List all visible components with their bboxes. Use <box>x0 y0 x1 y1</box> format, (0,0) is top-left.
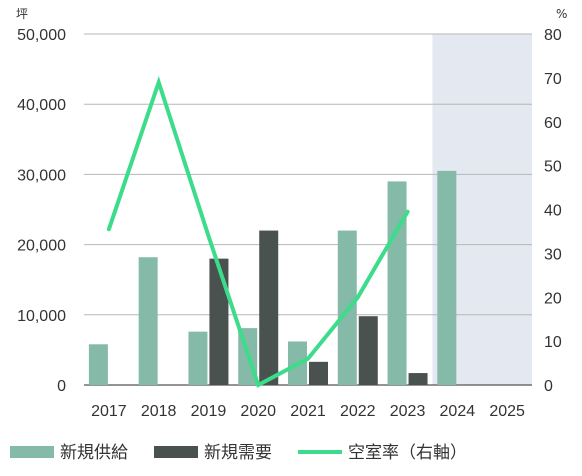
bar-supply <box>387 181 407 385</box>
bar-demand <box>408 373 428 385</box>
x-tick-label: 2022 <box>340 403 376 420</box>
right-tick-label: 10 <box>544 334 562 351</box>
bar-supply <box>188 331 208 385</box>
left-tick-label: 20,000 <box>17 238 66 255</box>
right-tick-label: 20 <box>544 290 562 307</box>
right-tick-label: 0 <box>544 378 553 395</box>
right-tick-label: 30 <box>544 246 562 263</box>
legend-swatch-1 <box>154 446 198 458</box>
bar-supply <box>88 344 108 385</box>
left-tick-label: 50,000 <box>17 27 66 44</box>
x-tick-label: 2023 <box>390 403 426 420</box>
right-axis-unit: % <box>556 7 567 21</box>
vacancy-rate-point <box>306 357 310 361</box>
right-tick-label: 40 <box>544 203 562 220</box>
vacancy-rate-point <box>206 234 210 238</box>
vacancy-rate-point <box>107 227 111 231</box>
left-tick-label: 10,000 <box>17 308 66 325</box>
bar-demand <box>209 258 229 385</box>
left-tick-label: 0 <box>57 378 66 395</box>
bar-demand <box>358 316 378 385</box>
legend-label-1: 新規需要 <box>204 443 272 463</box>
bar-supply <box>437 170 457 385</box>
bar-supply <box>138 257 158 385</box>
bar-layer <box>88 170 457 385</box>
right-tick-label: 70 <box>544 71 562 88</box>
x-tick-label: 2024 <box>440 403 476 420</box>
vacancy-rate-point <box>256 383 260 387</box>
vacancy-rate-point <box>356 295 360 299</box>
x-tick-label: 2021 <box>290 403 326 420</box>
x-tick-label: 2020 <box>240 403 276 420</box>
right-tick-label: 80 <box>544 27 562 44</box>
x-tick-label: 2025 <box>489 403 525 420</box>
x-tick-label: 2017 <box>91 403 127 420</box>
left-axis-unit: 坪 <box>16 7 28 21</box>
right-tick-label: 60 <box>544 115 562 132</box>
vacancy-rate-point <box>157 80 161 84</box>
legend-swatch-0 <box>10 446 54 458</box>
legend-label-0: 新規供給 <box>60 443 128 463</box>
x-tick-label: 2019 <box>191 403 227 420</box>
bar-demand <box>259 230 279 385</box>
line-layer <box>106 75 410 388</box>
legend: 新規供給 新規需要 空室率（右軸） <box>10 443 467 463</box>
vacancy-rate-point <box>406 210 410 214</box>
legend-label-2: 空室率（右軸） <box>348 443 467 463</box>
x-tick-label: 2018 <box>141 403 177 420</box>
right-tick-label: 50 <box>544 159 562 176</box>
axis-layer: 坪 % 0 10,000 20,000 30,000 40,000 50,000 0 10 20… <box>16 7 567 420</box>
grid-layer <box>84 33 532 386</box>
bar-demand <box>309 361 328 385</box>
left-tick-label: 30,000 <box>17 167 66 184</box>
left-tick-label: 40,000 <box>17 97 66 114</box>
